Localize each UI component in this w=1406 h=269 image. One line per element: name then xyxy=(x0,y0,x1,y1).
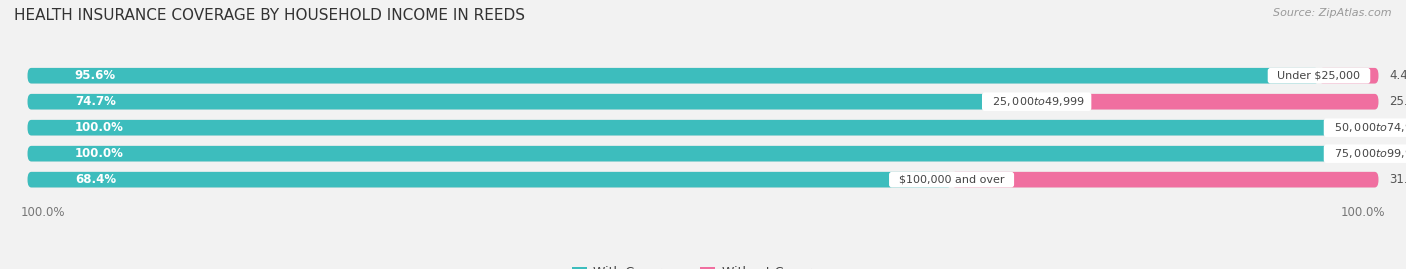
Text: $75,000 to $99,999: $75,000 to $99,999 xyxy=(1326,147,1406,160)
FancyBboxPatch shape xyxy=(28,120,1378,136)
Text: 95.6%: 95.6% xyxy=(75,69,115,82)
Text: $25,000 to $49,999: $25,000 to $49,999 xyxy=(984,95,1088,108)
Text: 68.4%: 68.4% xyxy=(75,173,115,186)
FancyBboxPatch shape xyxy=(28,94,1036,109)
FancyBboxPatch shape xyxy=(28,146,1378,161)
Text: 100.0%: 100.0% xyxy=(1341,206,1385,219)
FancyBboxPatch shape xyxy=(28,68,1319,83)
FancyBboxPatch shape xyxy=(28,94,1378,109)
Text: Source: ZipAtlas.com: Source: ZipAtlas.com xyxy=(1274,8,1392,18)
Text: 4.4%: 4.4% xyxy=(1389,69,1406,82)
Text: 100.0%: 100.0% xyxy=(21,206,65,219)
Text: $50,000 to $74,999: $50,000 to $74,999 xyxy=(1326,121,1406,134)
Text: 74.7%: 74.7% xyxy=(75,95,115,108)
Text: 25.3%: 25.3% xyxy=(1389,95,1406,108)
FancyBboxPatch shape xyxy=(28,146,1378,161)
FancyBboxPatch shape xyxy=(1319,68,1378,83)
FancyBboxPatch shape xyxy=(28,120,1378,136)
FancyBboxPatch shape xyxy=(1036,94,1378,109)
FancyBboxPatch shape xyxy=(28,68,1378,83)
Text: Under $25,000: Under $25,000 xyxy=(1271,71,1368,81)
Legend: With Coverage, Without Coverage: With Coverage, Without Coverage xyxy=(567,261,839,269)
Text: 100.0%: 100.0% xyxy=(75,147,124,160)
FancyBboxPatch shape xyxy=(28,172,1378,187)
FancyBboxPatch shape xyxy=(28,172,952,187)
Text: 100.0%: 100.0% xyxy=(75,121,124,134)
Text: HEALTH INSURANCE COVERAGE BY HOUSEHOLD INCOME IN REEDS: HEALTH INSURANCE COVERAGE BY HOUSEHOLD I… xyxy=(14,8,524,23)
Text: 31.6%: 31.6% xyxy=(1389,173,1406,186)
FancyBboxPatch shape xyxy=(952,172,1378,187)
Text: $100,000 and over: $100,000 and over xyxy=(891,175,1011,185)
